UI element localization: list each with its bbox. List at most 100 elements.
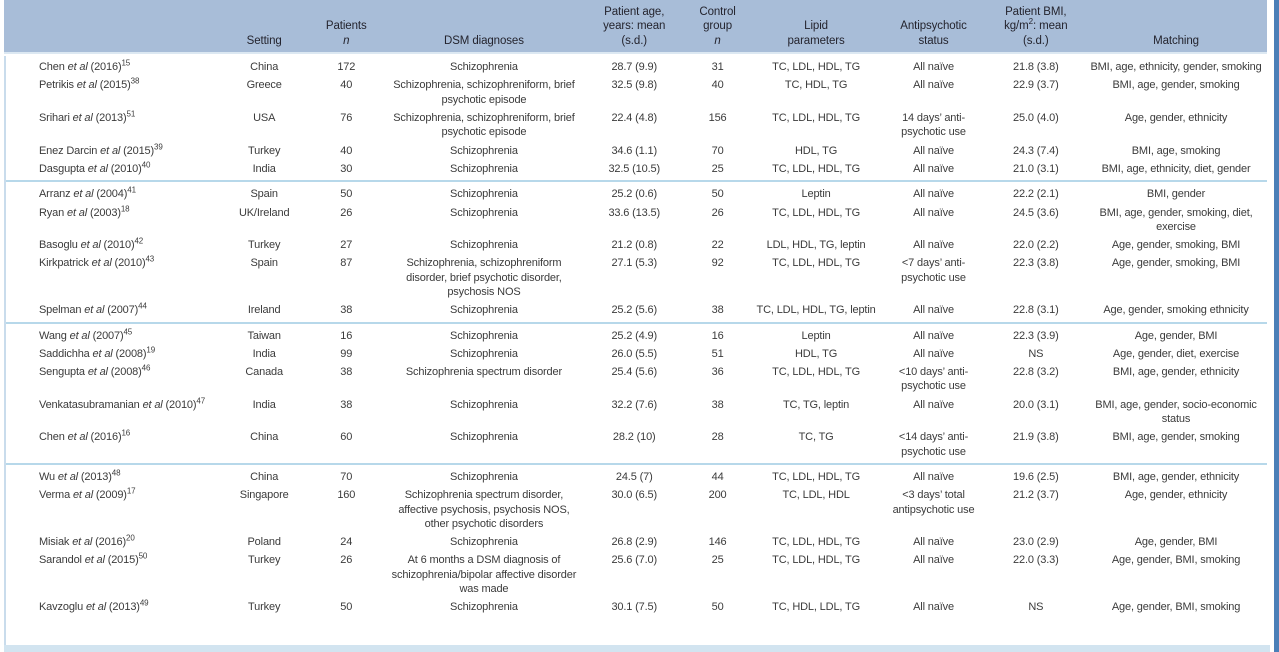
cell-dsm: Schizophrenia [450, 329, 518, 342]
cell-antipsychotic: <10 days’ anti-psychotic use [898, 366, 969, 393]
cell-bmi: 19.6 (2.5) [1013, 470, 1059, 483]
table-row: Misiak et al (2016)20 Poland 24 Schizophren… [4, 533, 1267, 551]
cell-age: 34.6 (1.1) [611, 144, 658, 157]
cell-setting: Ireland [218, 301, 310, 324]
cell-study: Petrikis et al (2015)38 [39, 76, 140, 92]
cell-lipid: TC, LDL, HDL, TG [772, 554, 861, 567]
cell-setting: Singapore [239, 489, 289, 502]
cell-matching: Age, gender, BMI, smoking [1111, 601, 1241, 614]
cell-bmi: 22.2 (2.1) [1013, 188, 1059, 201]
cell-control_n: 50 [711, 188, 724, 201]
cell-bmi: 20.0 (3.1) [1013, 398, 1059, 411]
cell-antipsychotic: All naïve [913, 536, 954, 549]
cell-age: 32.2 (7.6) [611, 398, 658, 411]
cell-control_n: 200 [708, 489, 727, 502]
cell-study: Kavzoglu et al (2013)49 [39, 598, 149, 614]
left-edge-rule [4, 56, 6, 652]
table-row: Chen et al (2016)16 China 60 Schizophrenia 2… [4, 428, 1267, 465]
cell-study: Basoglu et al (2010)42 [39, 236, 144, 252]
table-row: Sengupta et al (2008)46 Canada 38 Schizophr… [4, 363, 1267, 396]
cell-setting: Greece [246, 79, 282, 92]
cell-patients_n: 16 [340, 329, 353, 342]
cell-dsm: Schizophrenia [450, 398, 518, 411]
cell-patients_n: 38 [340, 398, 353, 411]
cell-patients_n: 26 [340, 554, 353, 567]
cell-study: Kirkpatrick et al (2010)43 [39, 254, 155, 270]
cell-patients_n: 50 [340, 601, 353, 614]
cell-age: 25.2 (0.6) [611, 188, 658, 201]
cell-matching: Age, gender, ethnicity [1124, 112, 1228, 125]
cell-matching: Age, gender, diet, exercise [1112, 347, 1240, 360]
cell-control_n: 146 [708, 536, 727, 549]
table-header-row: Setting Patients n DSM diagnoses Patient age… [4, 0, 1267, 55]
table-row: Verma et al (2009)17 Singapore 160 Schizoph… [4, 486, 1267, 533]
cell-bmi: 24.3 (7.4) [1013, 144, 1059, 157]
cell-age: 25.4 (5.6) [611, 366, 658, 379]
cell-bmi: 22.9 (3.7) [1013, 79, 1059, 92]
cell-lipid: HDL, TG [795, 144, 838, 157]
cell-setting: Canada [245, 366, 283, 379]
cell-dsm: Schizophrenia [382, 428, 585, 465]
cell-setting: Taiwan [247, 329, 281, 342]
cell-lipid: TC, LDL, HDL, TG [772, 366, 861, 379]
cell-control_n: 31 [711, 61, 724, 74]
cell-antipsychotic: All naïve [913, 470, 954, 483]
cell-age: 26.8 (2.9) [611, 536, 658, 549]
cell-antipsychotic: <7 days’ anti-psychotic use [901, 257, 966, 284]
cell-patients_n: 76 [340, 112, 353, 125]
cell-lipid: TC, LDL, HDL, TG [772, 206, 861, 219]
cell-dsm: Schizophrenia spectrum disorder [405, 366, 563, 379]
cell-matching: Age, gender, smoking, BMI [1111, 239, 1241, 252]
studies-table: Setting Patients n DSM diagnoses Patient age… [4, 0, 1267, 617]
table-row: Venkatasubramanian et al (2010)47 India 38… [4, 396, 1267, 429]
cell-age: 28.2 (10) [584, 428, 684, 465]
cell-bmi: 22.8 (3.2) [1013, 366, 1059, 379]
cell-age: 25.6 (7.0) [611, 554, 658, 567]
cell-patients_n: 172 [337, 61, 356, 74]
cell-lipid: TC, HDL, LDL, TG [772, 601, 861, 614]
cell-study: Verma et al (2009)17 [39, 486, 136, 502]
column-header-age: Patient age, years: mean (s.d.) [584, 0, 684, 55]
cell-age: 27.1 (5.3) [611, 257, 658, 270]
cell-antipsychotic: All naïve [913, 239, 954, 252]
cell-lipid: TC, LDL, HDL [782, 489, 850, 502]
cell-control_n: 38 [711, 398, 724, 411]
column-header-control_n: Control group n [683, 0, 752, 55]
cell-patients_n: 24 [340, 536, 353, 549]
cell-dsm: Schizophrenia [450, 347, 518, 360]
cell-bmi: NS [1028, 347, 1044, 360]
cell-dsm: Schizophrenia [450, 239, 518, 252]
cell-antipsychotic: All naïve [913, 347, 954, 360]
cell-study: Enez Darcin et al (2015)39 [39, 141, 163, 157]
cell-study: Sarandol et al (2015)50 [39, 551, 148, 567]
cell-antipsychotic: All naïve [913, 554, 954, 567]
cell-antipsychotic: All naïve [913, 601, 954, 614]
cell-lipid: TC, HDL, TG [784, 79, 848, 92]
cell-antipsychotic: <3 days’ total antipsychotic use [892, 489, 975, 516]
cell-matching: Age, gender, smoking ethnicity [1085, 301, 1267, 324]
cell-bmi: 22.3 (3.8) [1013, 257, 1059, 270]
cell-dsm: Schizophrenia [450, 601, 518, 614]
cell-dsm: Schizophrenia [450, 188, 518, 201]
right-edge-rule [1274, 0, 1279, 652]
cell-matching: Age, gender, smoking, BMI [1111, 257, 1241, 270]
cell-study: Chen et al (2016)16 [4, 428, 219, 465]
cell-patients_n: 70 [340, 470, 353, 483]
cell-age: 26.0 (5.5) [611, 347, 658, 360]
cell-age: 32.5 (10.5) [584, 159, 684, 183]
cell-dsm: Schizophrenia [450, 144, 518, 157]
cell-antipsychotic: All naïve [913, 61, 954, 74]
column-header-dsm: DSM diagnoses [382, 0, 585, 55]
cell-study: Spelman et al (2007)44 [4, 301, 219, 324]
cell-patients_n: 27 [340, 239, 353, 252]
cell-matching: BMI, age, gender, socio-economic status [1095, 398, 1257, 426]
column-header-setting: Setting [218, 0, 310, 55]
cell-control_n: 36 [711, 366, 724, 379]
cell-bmi: 24.5 (3.6) [1013, 206, 1059, 219]
cell-bmi: 25.0 (4.0) [1013, 112, 1059, 125]
table-row: Dasgupta et al (2010)40 India 30 Schizophre… [4, 159, 1267, 183]
cell-dsm: Schizophrenia spectrum disorder, affecti… [398, 489, 570, 530]
cell-matching: BMI, age, gender, ethnicity [1112, 470, 1240, 483]
cell-bmi: 22.0 (3.3) [1013, 554, 1059, 567]
cell-lipid: TC, TG, leptin [782, 398, 850, 411]
